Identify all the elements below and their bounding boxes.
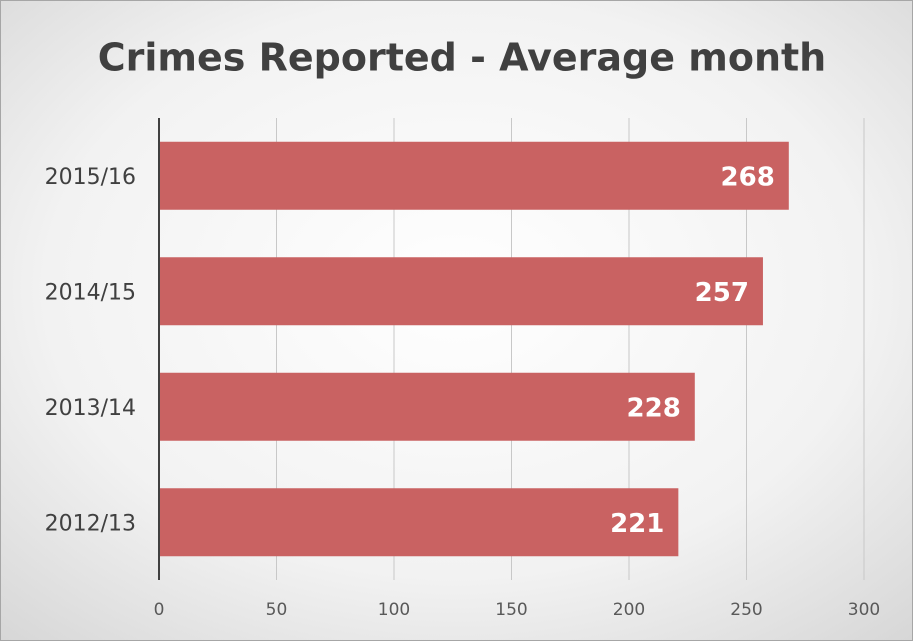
bar (159, 257, 763, 326)
bar (159, 141, 789, 210)
chart-title: Crimes Reported - Average month (98, 36, 826, 80)
x-tick-label: 300 (848, 600, 880, 620)
bar (159, 488, 679, 557)
bar (159, 372, 695, 441)
data-label: 268 (721, 162, 775, 192)
y-tick-label: 2014/15 (45, 280, 136, 305)
y-tick-label: 2012/13 (45, 511, 136, 536)
x-tick-label: 100 (378, 600, 410, 620)
x-tick-label: 150 (495, 600, 527, 620)
y-tick-label: 2013/14 (45, 396, 136, 421)
data-label: 257 (695, 278, 749, 308)
x-tick-label: 200 (613, 600, 645, 620)
x-tick-label: 0 (154, 600, 165, 620)
data-label: 228 (627, 393, 681, 423)
data-label: 221 (610, 509, 664, 539)
y-tick-label: 2015/16 (45, 165, 136, 190)
x-tick-label: 50 (266, 600, 288, 620)
x-tick-label: 250 (730, 600, 762, 620)
